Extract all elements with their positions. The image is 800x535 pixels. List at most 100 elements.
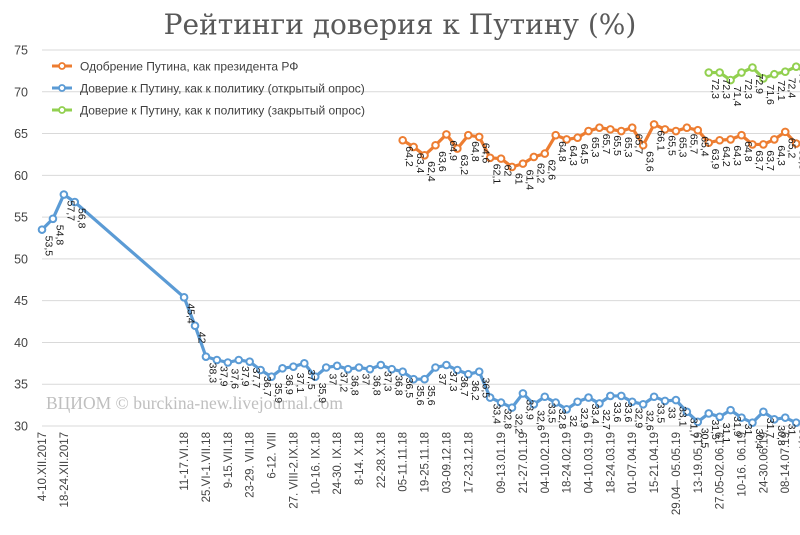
data-point: [474, 132, 484, 142]
x-tick-label: 05-11.11.18: [398, 432, 410, 492]
data-point: [759, 74, 768, 83]
data-point: [682, 123, 692, 133]
data-label: 65,7: [633, 134, 645, 155]
data-point: [507, 162, 517, 172]
data-point: [606, 125, 615, 134]
data-label: 61: [512, 173, 524, 185]
data-label: 57,7: [64, 201, 76, 222]
data-label: 63,9: [709, 149, 721, 170]
data-label: 32: [567, 415, 579, 427]
x-tick-label: 11-17.VI.18: [179, 432, 191, 491]
data-point: [616, 391, 626, 401]
data-point: [791, 139, 800, 148]
y-tick-label: 75: [14, 44, 28, 58]
legend-label: Доверие к Путину, как к политику (открыт…: [80, 82, 365, 96]
data-label: 37,3: [447, 371, 459, 392]
data-label: 33: [666, 407, 678, 419]
data-point: [463, 130, 473, 140]
data-label: 37,6: [228, 368, 240, 389]
data-point: [791, 418, 800, 427]
data-point: [627, 123, 637, 133]
data-point: [496, 154, 506, 163]
data-point: [420, 374, 429, 384]
data-label: 36,8: [349, 375, 361, 396]
data-label: 63,7: [753, 150, 765, 171]
data-label: 64,6: [480, 143, 492, 164]
y-tick-label: 30: [14, 420, 28, 434]
data-point: [431, 140, 440, 150]
data-point: [518, 159, 528, 168]
data-label: 31: [742, 424, 754, 436]
series-line-3: [708, 65, 800, 82]
data-point: [398, 135, 407, 145]
data-label: 36,2: [469, 380, 481, 401]
data-point: [704, 138, 714, 148]
data-point: [289, 362, 298, 371]
series-lines: [37, 62, 800, 427]
data-point: [682, 407, 692, 417]
data-label: 35,6: [414, 385, 426, 406]
data-point: [715, 412, 724, 422]
data-point: [190, 321, 200, 331]
data-label: 64,8: [556, 141, 568, 162]
data-point: [529, 152, 539, 162]
x-tick-label: 29.04– 05.05.19: [671, 432, 683, 515]
data-label: 35,6: [425, 385, 437, 406]
x-tick-label: 21-27.01.19: [518, 432, 530, 493]
data-label: 37,2: [338, 372, 350, 393]
data-point: [726, 135, 735, 144]
data-label: 31,1: [720, 423, 732, 444]
data-label: 33,6: [622, 402, 634, 423]
data-point: [540, 149, 550, 158]
data-point: [638, 140, 648, 150]
data-point: [770, 69, 779, 79]
data-point: [409, 374, 418, 384]
data-label: 31,9: [731, 416, 743, 437]
data-label: 35,9: [316, 383, 328, 404]
data-point: [737, 413, 746, 422]
data-label: 62,4: [425, 161, 437, 182]
data-point: [354, 363, 364, 372]
data-point: [234, 355, 244, 365]
data-label: 63,2: [458, 155, 470, 176]
data-label: 56,8: [75, 208, 87, 229]
y-axis: 30 35 40 45 50 55 60 65 70 75: [14, 44, 28, 434]
data-label: 64,5: [578, 144, 590, 165]
data-point: [780, 127, 790, 137]
data-point: [223, 358, 233, 367]
data-label: 30,5: [698, 428, 710, 449]
data-point: [507, 403, 517, 412]
data-label: 61,4: [523, 170, 535, 191]
data-label: 66,1: [655, 130, 667, 151]
data-label: 65,5: [611, 135, 623, 156]
data-label: 37,5: [305, 369, 317, 390]
data-point: [387, 364, 397, 374]
data-point: [442, 360, 451, 370]
data-label: 72,3: [742, 79, 754, 100]
x-tick-label: 24-30.06.19: [758, 432, 770, 493]
x-tick-label: 18-24.03.19: [605, 432, 617, 493]
data-point: [540, 392, 550, 402]
x-tick-label: 17-23.12.18: [463, 432, 475, 493]
data-label: 33,4: [589, 404, 601, 425]
data-label: 37,7: [250, 368, 262, 389]
x-tick-label: 22-28.X.18: [376, 432, 388, 488]
data-label: 32,9: [578, 408, 590, 429]
y-tick-label: 50: [14, 252, 28, 266]
data-label: 33,6: [611, 402, 623, 423]
legend-label: Доверие к Путину, как к политику (закрыт…: [80, 104, 365, 118]
data-label: 64,8: [742, 141, 754, 162]
data-label: 37,9: [217, 366, 229, 387]
data-label: 63,7: [764, 150, 776, 171]
x-tick-label: 6-12. VIII: [267, 432, 279, 479]
data-label: 71,4: [731, 86, 743, 107]
data-point: [551, 130, 561, 140]
data-point: [70, 197, 80, 207]
data-point: [616, 126, 626, 136]
data-label: 32,8: [502, 409, 514, 430]
data-point: [780, 413, 790, 422]
x-tick-label: 08-14.07.19: [780, 432, 792, 493]
data-label: 54,8: [53, 225, 65, 246]
data-point: [267, 372, 276, 382]
